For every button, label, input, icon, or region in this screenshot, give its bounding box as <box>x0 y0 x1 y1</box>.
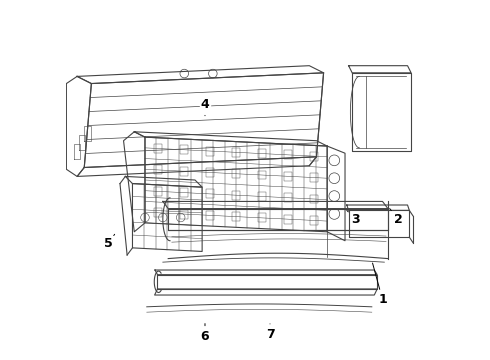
Bar <box>154 208 162 217</box>
Bar <box>284 172 292 181</box>
Text: 2: 2 <box>390 208 403 226</box>
Bar <box>284 150 292 159</box>
Text: 4: 4 <box>200 99 209 116</box>
Bar <box>232 212 240 221</box>
Bar <box>206 147 214 156</box>
Text: 7: 7 <box>266 324 274 341</box>
Bar <box>154 144 162 153</box>
Bar <box>206 211 214 220</box>
Bar <box>258 213 266 222</box>
Bar <box>310 194 318 203</box>
Text: 3: 3 <box>347 210 360 226</box>
Bar <box>258 149 266 158</box>
Bar <box>154 166 162 174</box>
Text: 1: 1 <box>372 263 387 306</box>
Bar <box>284 193 292 202</box>
Bar <box>232 169 240 178</box>
Bar <box>310 152 318 161</box>
Bar <box>310 216 318 225</box>
Bar <box>206 189 214 198</box>
Text: 5: 5 <box>104 234 115 250</box>
Bar <box>284 215 292 224</box>
Bar <box>180 188 188 197</box>
Bar <box>206 168 214 177</box>
Bar <box>154 187 162 196</box>
Bar <box>180 167 188 176</box>
Bar <box>232 148 240 157</box>
Bar <box>310 173 318 182</box>
Bar <box>232 191 240 200</box>
Bar <box>258 171 266 180</box>
Bar <box>180 145 188 154</box>
Bar <box>258 192 266 201</box>
Text: 6: 6 <box>201 324 209 343</box>
Bar <box>180 210 188 219</box>
